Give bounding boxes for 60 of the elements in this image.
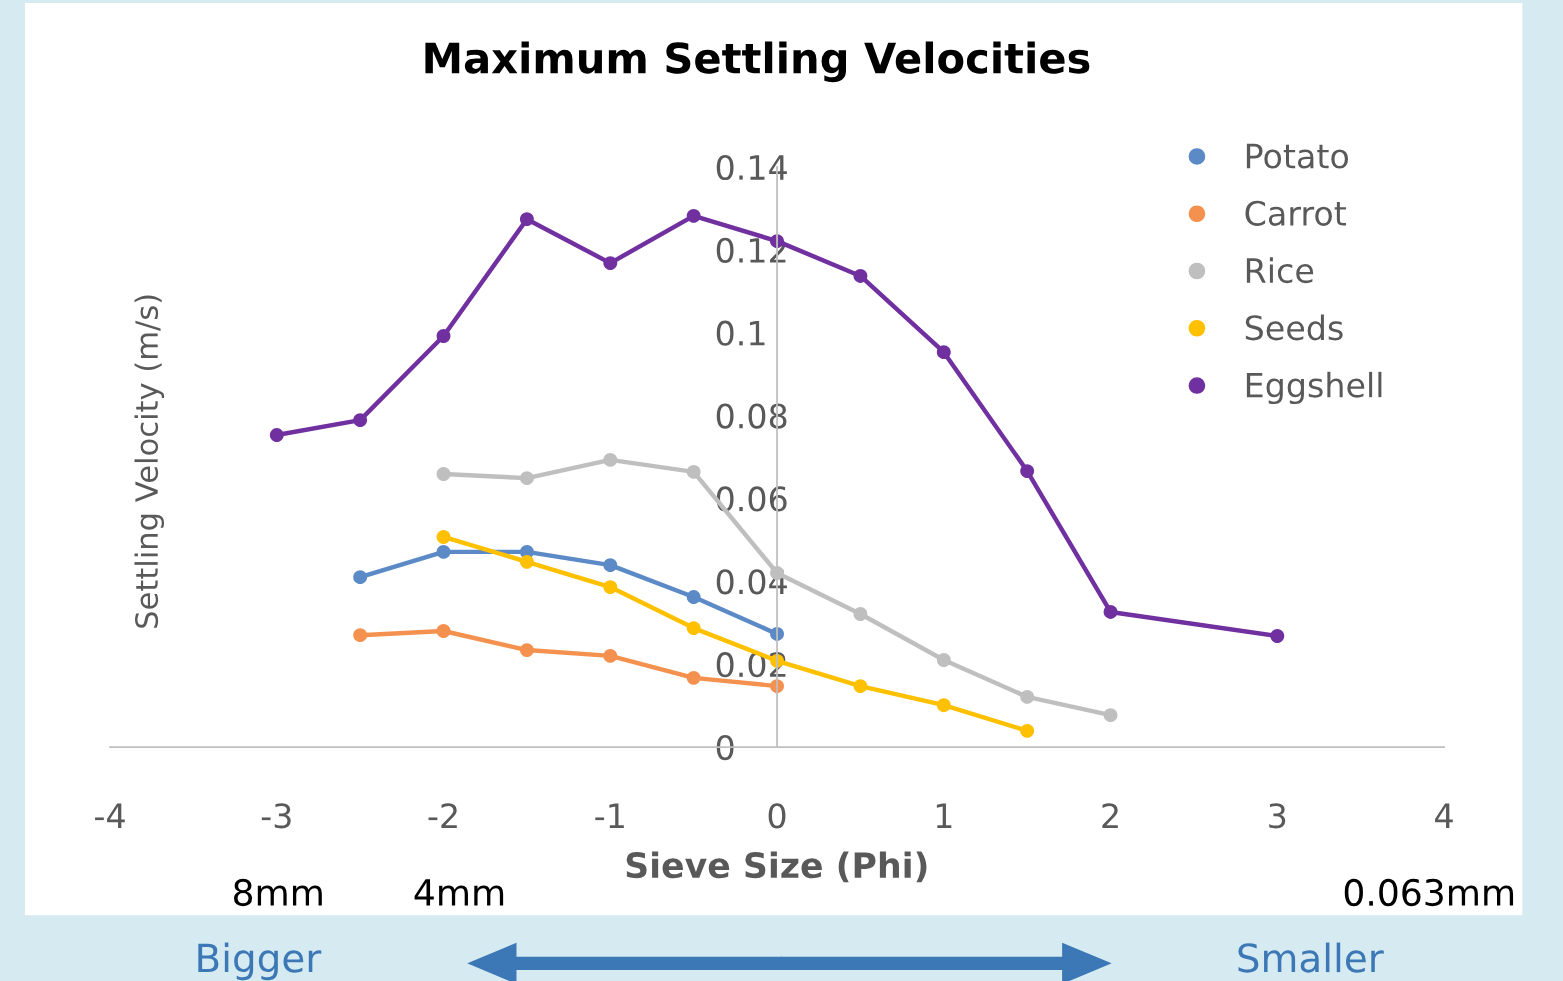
x-tick-label: 1 bbox=[936, 803, 952, 828]
point bbox=[436, 624, 451, 638]
point bbox=[353, 570, 368, 585]
chart-title: Maximum Settling Velocities bbox=[425, 41, 1090, 83]
x-tick-label: 2 bbox=[1102, 803, 1118, 828]
point bbox=[436, 467, 451, 481]
point bbox=[519, 554, 534, 569]
point bbox=[853, 268, 868, 283]
point bbox=[686, 590, 701, 604]
text: 0.063mm bbox=[1344, 878, 1514, 907]
point bbox=[936, 653, 951, 667]
point bbox=[603, 648, 618, 663]
point bbox=[686, 621, 701, 636]
text: Bigger bbox=[198, 942, 322, 981]
legend-label: Potato bbox=[1246, 143, 1349, 169]
point bbox=[519, 212, 534, 227]
point bbox=[1103, 605, 1118, 619]
legend-label: Seeds bbox=[1245, 314, 1343, 341]
point bbox=[1103, 708, 1118, 723]
x-tick-label: -2 bbox=[428, 803, 457, 828]
point bbox=[603, 256, 618, 271]
point bbox=[853, 679, 868, 694]
x-tick-label: -4 bbox=[95, 803, 125, 828]
point bbox=[603, 558, 618, 573]
x-tick-label: -1 bbox=[595, 803, 624, 828]
point bbox=[436, 544, 451, 559]
x-tick-label: 4 bbox=[1435, 803, 1453, 828]
point bbox=[1020, 723, 1035, 738]
point bbox=[686, 464, 701, 479]
y-tick-label: 0.08 bbox=[716, 403, 787, 429]
point bbox=[603, 452, 618, 467]
point bbox=[436, 329, 451, 343]
point bbox=[603, 580, 618, 595]
legend-label: Carrot bbox=[1245, 200, 1347, 226]
y-tick-label: 0.14 bbox=[716, 154, 787, 181]
x-tick-label: 3 bbox=[1269, 803, 1286, 829]
x-axis-title: Sieve Size (Phi) bbox=[626, 851, 927, 883]
point bbox=[686, 208, 701, 223]
point bbox=[269, 428, 284, 442]
point bbox=[353, 628, 368, 643]
point bbox=[1020, 464, 1035, 479]
text: 8mm bbox=[234, 878, 322, 907]
legend-label: Eggshell bbox=[1246, 371, 1382, 405]
point bbox=[1020, 689, 1035, 704]
point bbox=[853, 607, 868, 621]
point bbox=[1270, 629, 1285, 643]
y-tick-label: 0 bbox=[716, 734, 734, 761]
point bbox=[519, 643, 534, 658]
x-tick-label: -3 bbox=[261, 803, 291, 829]
y-tick-label: 0.1 bbox=[716, 320, 765, 346]
legend-label: Rice bbox=[1246, 257, 1314, 284]
point bbox=[436, 530, 451, 544]
y-axis-title: Settling Velocity (m/s) bbox=[134, 295, 165, 628]
point bbox=[936, 698, 951, 713]
point bbox=[519, 471, 534, 486]
point bbox=[936, 345, 951, 360]
point bbox=[353, 413, 368, 428]
point bbox=[686, 670, 701, 685]
text: 4mm bbox=[414, 879, 504, 906]
text: Smaller bbox=[1238, 942, 1384, 973]
